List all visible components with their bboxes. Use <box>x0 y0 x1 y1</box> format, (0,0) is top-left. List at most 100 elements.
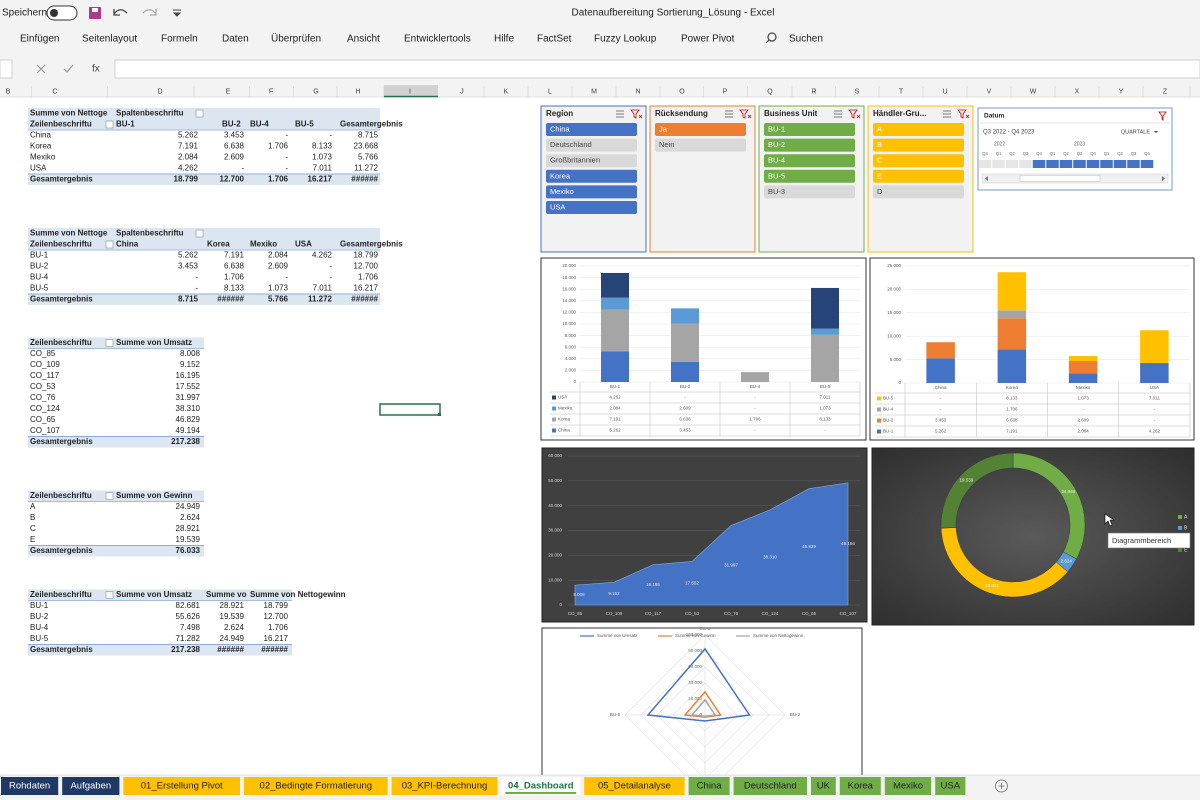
sheet-tab-label[interactable]: 01_Erstellung Pivot <box>141 781 223 792</box>
chart[interactable]: Summe von Umsatz Summe von Gewinn Summe vo… <box>541 626 863 800</box>
clear-filter-icon[interactable] <box>957 109 970 119</box>
multiselect-icon[interactable] <box>834 110 842 118</box>
add-sheet-button[interactable] <box>995 779 1008 793</box>
slicer-item[interactable] <box>764 169 855 183</box>
filter-button[interactable] <box>105 240 114 249</box>
name-box[interactable] <box>0 59 13 79</box>
slicer-item-label[interactable]: BU-3 <box>768 187 785 196</box>
redo-icon[interactable] <box>142 9 157 16</box>
sheet-tab[interactable] <box>584 777 685 795</box>
sheet-tab[interactable] <box>62 777 120 795</box>
ribbon-tab[interactable]: Formeln <box>161 34 198 45</box>
slicer-item-label[interactable]: C <box>877 156 883 165</box>
sheet-tab-label[interactable]: 05_Detailanalyse <box>598 781 671 792</box>
slicer-item[interactable] <box>764 138 855 152</box>
slicer-item-label[interactable]: BU-5 <box>768 171 785 180</box>
sheet-tab-label[interactable]: Rohdaten <box>9 781 50 792</box>
sheet-tab-label[interactable]: Korea <box>848 781 874 792</box>
slicer-item[interactable] <box>546 123 637 136</box>
clear-filter-icon[interactable] <box>1158 111 1167 121</box>
sheet-tab[interactable] <box>733 777 807 795</box>
ribbon-tab[interactable]: Power Pivot <box>681 34 735 45</box>
ribbon-tab[interactable]: Seitenlayout <box>82 34 137 45</box>
undo-icon[interactable] <box>113 9 128 16</box>
slicer-item-label[interactable]: B <box>877 140 882 149</box>
chart[interactable]: 0 10.000 20.000 30.000 40.000 50.000 60.000 CO_… <box>541 447 868 623</box>
sheet-tab-label[interactable]: 03_KPI-Berechnung <box>402 781 488 792</box>
slicer-item[interactable] <box>546 185 637 199</box>
sheet-tab-label[interactable]: Mexiko <box>893 781 923 792</box>
timeline-slot[interactable] <box>1086 160 1100 168</box>
sheet-tab-label[interactable]: China <box>697 781 723 792</box>
sheet-tab[interactable] <box>884 777 932 795</box>
slicer-item-label[interactable]: BU-2 <box>768 140 785 149</box>
timeline-slot[interactable] <box>1073 160 1086 168</box>
ribbon-tab[interactable]: Hilfe <box>494 34 514 45</box>
slicer-item[interactable] <box>873 154 964 168</box>
filter-button[interactable] <box>105 339 114 347</box>
slicer-item-label[interactable]: Korea <box>550 171 571 180</box>
sheet-tab[interactable] <box>688 777 730 795</box>
sheet-tab[interactable] <box>244 777 388 795</box>
sheet-tab[interactable] <box>811 777 836 795</box>
timeline-unit[interactable]: QUARTALE <box>1121 129 1150 135</box>
slicer-item[interactable] <box>873 123 964 136</box>
sheet-tab[interactable] <box>1 777 59 795</box>
filter-button[interactable] <box>105 591 114 599</box>
sheet-tab-label[interactable]: 04_Dashboard <box>508 781 574 792</box>
slicer-item-label[interactable]: Nein <box>659 140 674 149</box>
timeline-slot[interactable] <box>1005 160 1019 168</box>
ribbon-tab[interactable]: Einfügen <box>20 34 59 45</box>
search-label[interactable]: Suchen <box>789 34 823 45</box>
multiselect-icon[interactable] <box>943 110 951 118</box>
timeline-slot[interactable] <box>1113 160 1127 168</box>
multiselect-icon[interactable] <box>616 110 624 118</box>
sheet-tab-label[interactable]: Aufgaben <box>70 781 111 792</box>
slicer-item[interactable] <box>655 123 746 136</box>
chart[interactable]: 24.9492.62428.92119.539ABCEDiagrammberei… <box>871 447 1195 626</box>
ribbon-tab[interactable]: Fuzzy Lookup <box>594 34 657 45</box>
clear-filter-icon[interactable] <box>848 109 861 119</box>
slicer-item[interactable] <box>546 154 637 168</box>
slicer-item-label[interactable]: A <box>877 124 882 133</box>
timeline-slot[interactable] <box>1100 160 1113 168</box>
sheet-tab-label[interactable]: USA <box>941 781 961 792</box>
slicer-item[interactable] <box>873 185 964 199</box>
ribbon-tab[interactable]: Daten <box>222 34 249 45</box>
filter-button[interactable] <box>195 229 204 238</box>
slicer-item-label[interactable]: E <box>877 171 882 180</box>
sheet-tab-label[interactable]: 02_Bedingte Formatierung <box>260 781 373 792</box>
filter-button[interactable] <box>105 120 114 129</box>
sheet-tab[interactable] <box>391 777 498 795</box>
chart[interactable]: 0 5.000 10.000 15.000 20.000 25.000 China Korea… <box>869 257 1195 441</box>
ribbon-tab[interactable]: FactSet <box>537 34 572 45</box>
ribbon-tab[interactable]: Überprüfen <box>271 33 321 45</box>
slicer-item[interactable] <box>546 201 637 214</box>
ribbon-tab[interactable]: Ansicht <box>347 34 380 45</box>
clear-filter-icon[interactable] <box>739 109 752 119</box>
timeline-slot[interactable] <box>978 160 992 168</box>
slicer-item-label[interactable]: China <box>550 124 570 133</box>
sheet-tab-label[interactable]: UK <box>817 781 831 792</box>
sheet-tab[interactable] <box>123 777 240 795</box>
clear-filter-icon[interactable] <box>630 109 643 119</box>
sheet-tab[interactable] <box>501 777 581 795</box>
slicer-item[interactable] <box>546 138 637 152</box>
slicer-item[interactable] <box>764 185 855 199</box>
ribbon-tab[interactable]: Entwicklertools <box>404 34 471 45</box>
timeline-slot[interactable] <box>992 160 1005 168</box>
slicer-item[interactable] <box>873 138 964 152</box>
slicer-item[interactable] <box>764 123 855 136</box>
slicer-item-label[interactable]: USA <box>550 202 565 211</box>
filter-button[interactable] <box>195 109 204 118</box>
slicer-item-label[interactable]: Großbritannien <box>550 156 600 165</box>
formula-input[interactable] <box>114 59 1200 79</box>
timeline-slot[interactable] <box>1019 160 1032 168</box>
timeline-slot[interactable] <box>1140 160 1154 168</box>
sheet-tab-label[interactable]: Deutschland <box>744 781 797 792</box>
active-cell[interactable] <box>379 403 441 416</box>
slicer-item-label[interactable]: BU-1 <box>768 124 785 133</box>
sheet-tab[interactable] <box>935 777 966 795</box>
multiselect-icon[interactable] <box>725 110 733 118</box>
timeline-slot[interactable] <box>1059 160 1073 168</box>
